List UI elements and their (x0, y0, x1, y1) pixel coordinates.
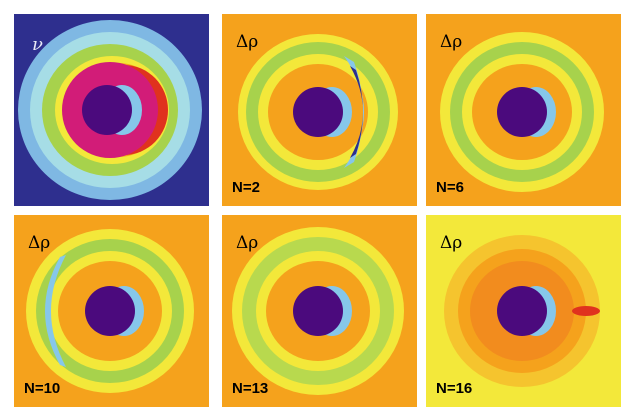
panel-n13-image (222, 215, 417, 407)
panel-label: N=10 (24, 380, 61, 397)
panel-symbol: Δρ (236, 233, 259, 253)
panel-n6: Δρ N=6 (426, 14, 621, 206)
red-streak (572, 306, 600, 316)
panel-symbol: Δρ (28, 233, 51, 253)
panel-symbol: Δρ (440, 233, 463, 253)
panel-n10: Δρ N=10 (14, 215, 209, 407)
panel-n2: Δρ N=2 (222, 14, 417, 206)
panel-label: N=6 (436, 179, 464, 196)
central-core (497, 87, 547, 137)
panel-n16: Δρ N=16 (426, 215, 621, 407)
central-core (497, 286, 547, 336)
panel-n13: Δρ N=13 (222, 215, 417, 407)
panel-label: N=2 (232, 179, 260, 196)
panel-nu-image (14, 14, 209, 206)
navy-arc (350, 66, 363, 158)
panel-symbol: Δρ (236, 32, 259, 52)
central-core (85, 286, 135, 336)
central-core (293, 87, 343, 137)
panel-n16-image (426, 215, 621, 407)
central-core (293, 286, 343, 336)
panel-n10-image (14, 215, 209, 407)
panel-symbol: Δρ (440, 32, 463, 52)
blue-arc (45, 255, 66, 367)
panel-label: N=13 (232, 380, 269, 397)
panel-label: N=16 (436, 380, 473, 397)
panel-nu: ν (14, 14, 209, 206)
panel-n2-image (222, 14, 417, 206)
central-core (82, 85, 132, 135)
panel-symbol: ν (32, 34, 43, 55)
panel-n6-image (426, 14, 621, 206)
